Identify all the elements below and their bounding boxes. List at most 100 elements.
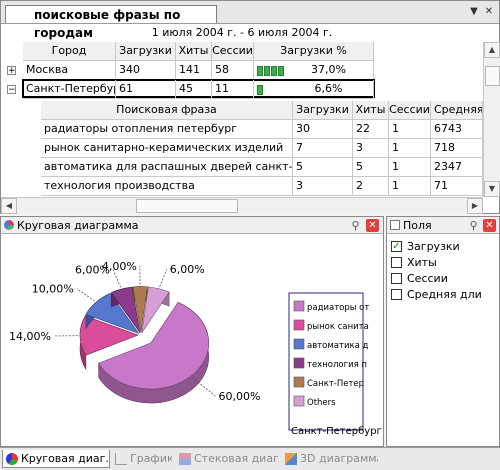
table-row-cell-downloads[interactable]: 340 (116, 61, 176, 80)
pie-panel-titlebar: Круговая диаграмма (1, 217, 383, 234)
table-row-cell-hits[interactable]: 45 (176, 80, 212, 99)
pie-caption: Санкт-Петербург (291, 426, 382, 437)
window-close-icon[interactable]: ✕ (482, 5, 496, 19)
phrase-table: Поисковая фраза Загрузки Хиты Сессии Сре… (1, 101, 483, 196)
table-row-cell-hits[interactable]: 141 (176, 61, 212, 80)
col-header-downloads[interactable]: Загрузки (293, 101, 353, 120)
table-row-cell-avg[interactable]: 71 (431, 177, 483, 196)
tab-search-phrases-by-city[interactable]: поисковые фразы по городам (5, 5, 217, 23)
tab-stacked-chart[interactable]: Стековая диаг... (176, 450, 278, 468)
scroll-down-icon[interactable]: ▼ (484, 181, 500, 197)
pie-data-label: 4,00% (102, 260, 137, 273)
pct-bar (257, 64, 285, 76)
pie-slices (80, 287, 209, 403)
table-row-cell-sessions[interactable]: 58 (212, 61, 254, 80)
table-row-cell-sessions[interactable]: 1 (389, 120, 431, 139)
scroll-right-icon[interactable]: ▶ (467, 198, 483, 214)
table-row-cell-sessions[interactable]: 1 (389, 158, 431, 177)
close-icon[interactable]: ✕ (366, 219, 379, 232)
fields-panel-title: Поля (403, 219, 432, 232)
table-row-cell-avg[interactable]: 718 (431, 139, 483, 158)
col-header-downloads[interactable]: Загрузки (116, 42, 176, 61)
checkbox-icon[interactable] (391, 273, 402, 284)
table-row-cell-city[interactable]: Москва (23, 61, 116, 80)
pie-panel-title: Круговая диаграмма (17, 219, 138, 232)
expand-icon[interactable]: + (7, 66, 16, 75)
leader-line (192, 378, 215, 397)
pin-icon[interactable]: ⚲ (467, 219, 480, 232)
pie-chart-panel: Круговая диаграмма ⚲ ✕ 60,00%14,00%10,00… (0, 216, 384, 447)
tab-line-chart[interactable]: График (112, 450, 172, 468)
table-row-cell-pct[interactable]: 37,0% (254, 61, 374, 80)
table-row-cell-hits[interactable]: 22 (353, 120, 389, 139)
table-row-cell-city[interactable]: Санкт-Петербург (23, 80, 116, 99)
close-icon[interactable]: ✕ (483, 219, 496, 232)
field-item[interactable]: Сессии (407, 271, 448, 287)
window-menu-arrow-icon[interactable]: ▼ (467, 5, 481, 19)
table-row-cell-avg[interactable]: 6743 (431, 120, 483, 139)
city-table: Город Загрузки Хиты Сессии Загрузки % + … (1, 42, 483, 97)
checkbox-checked-icon[interactable]: ✓ (391, 241, 402, 252)
col-header-city[interactable]: Город (23, 42, 116, 61)
scroll-thumb[interactable] (485, 66, 500, 86)
table-row-cell-downloads[interactable]: 61 (116, 80, 176, 99)
search-phrases-window: поисковые фразы по городам ▼ ✕ 1 июля 20… (0, 0, 500, 214)
pie-data-label: 6,00% (170, 263, 205, 276)
table-row-cell-sessions[interactable]: 11 (212, 80, 254, 99)
document-tab-strip: поисковые фразы по городам ▼ ✕ (1, 1, 499, 24)
tab-3d-chart[interactable]: 3D диаграмма (282, 450, 378, 468)
scroll-thumb[interactable] (136, 199, 238, 213)
table-row-cell-downloads[interactable]: 30 (293, 120, 353, 139)
pin-icon[interactable]: ⚲ (349, 219, 362, 232)
legend-entry: Санкт-Петер (307, 379, 364, 389)
field-item-label: Хиты (407, 256, 437, 269)
collapse-icon[interactable]: − (7, 85, 16, 94)
table-row-cell-sessions[interactable]: 1 (389, 139, 431, 158)
3d-chart-icon (285, 453, 297, 465)
legend-entry: радиаторы от (307, 303, 369, 313)
leader-line (160, 269, 167, 287)
table-row-cell-hits[interactable]: 3 (353, 139, 389, 158)
col-header-sessions[interactable]: Сессии (389, 101, 431, 120)
col-header-phrase[interactable]: Поисковая фраза (41, 101, 293, 120)
field-item[interactable]: Средняя дли (407, 287, 482, 303)
pie-data-label: 10,00% (32, 282, 74, 295)
table-row-cell-phrase[interactable]: автоматика для распашных дверей санкт-пе… (41, 158, 293, 177)
table-row-cell-downloads[interactable]: 5 (293, 158, 353, 177)
col-header-sessions[interactable]: Сессии (212, 42, 254, 61)
scroll-left-icon[interactable]: ◀ (1, 198, 17, 214)
field-item[interactable]: ✓Загрузки (407, 239, 460, 255)
table-row-cell-sessions[interactable]: 1 (389, 177, 431, 196)
line-chart-icon (115, 453, 127, 465)
legend-entry: Others (307, 398, 336, 408)
table-row-cell-hits[interactable]: 5 (353, 158, 389, 177)
vertical-scrollbar[interactable]: ▲ ▼ (483, 42, 500, 197)
table-row-cell-downloads[interactable]: 7 (293, 139, 353, 158)
table-row-cell-phrase[interactable]: рынок санитарно-керамических изделий (41, 139, 293, 158)
table-row-cell-avg[interactable]: 2347 (431, 158, 483, 177)
col-header-downloads-pct[interactable]: Загрузки % (254, 42, 374, 61)
table-row-cell-phrase[interactable]: радиаторы отопления петербург (41, 120, 293, 139)
field-item[interactable]: Хиты (407, 255, 437, 271)
col-header-avg-duration[interactable]: Средняя д (431, 101, 483, 120)
pie-chart-icon (4, 220, 14, 230)
horizontal-scrollbar[interactable]: ◀ ▶ (1, 197, 483, 214)
legend-entry: технология п (307, 360, 367, 370)
pie-chart: 60,00%14,00%10,00%6,00%4,00%6,00%радиато… (1, 235, 383, 446)
table-row-cell-phrase[interactable]: технология производства (41, 177, 293, 196)
checkbox-icon[interactable] (391, 257, 402, 268)
scroll-up-icon[interactable]: ▲ (484, 42, 500, 58)
chart-view-tabs: Круговая диаг... График Стековая диаг...… (0, 447, 500, 470)
table-row-cell-downloads[interactable]: 3 (293, 177, 353, 196)
table-row-cell-hits[interactable]: 2 (353, 177, 389, 196)
legend-swatch (294, 301, 304, 311)
col-header-hits[interactable]: Хиты (353, 101, 389, 120)
checkbox-icon[interactable] (391, 289, 402, 300)
tab-pie-chart[interactable]: Круговая диаг... (2, 450, 110, 468)
stacked-chart-icon (179, 453, 191, 465)
table-row-cell-pct[interactable]: 6,6% (254, 80, 374, 99)
pie-chart-icon (6, 453, 18, 465)
col-header-hits[interactable]: Хиты (176, 42, 212, 61)
